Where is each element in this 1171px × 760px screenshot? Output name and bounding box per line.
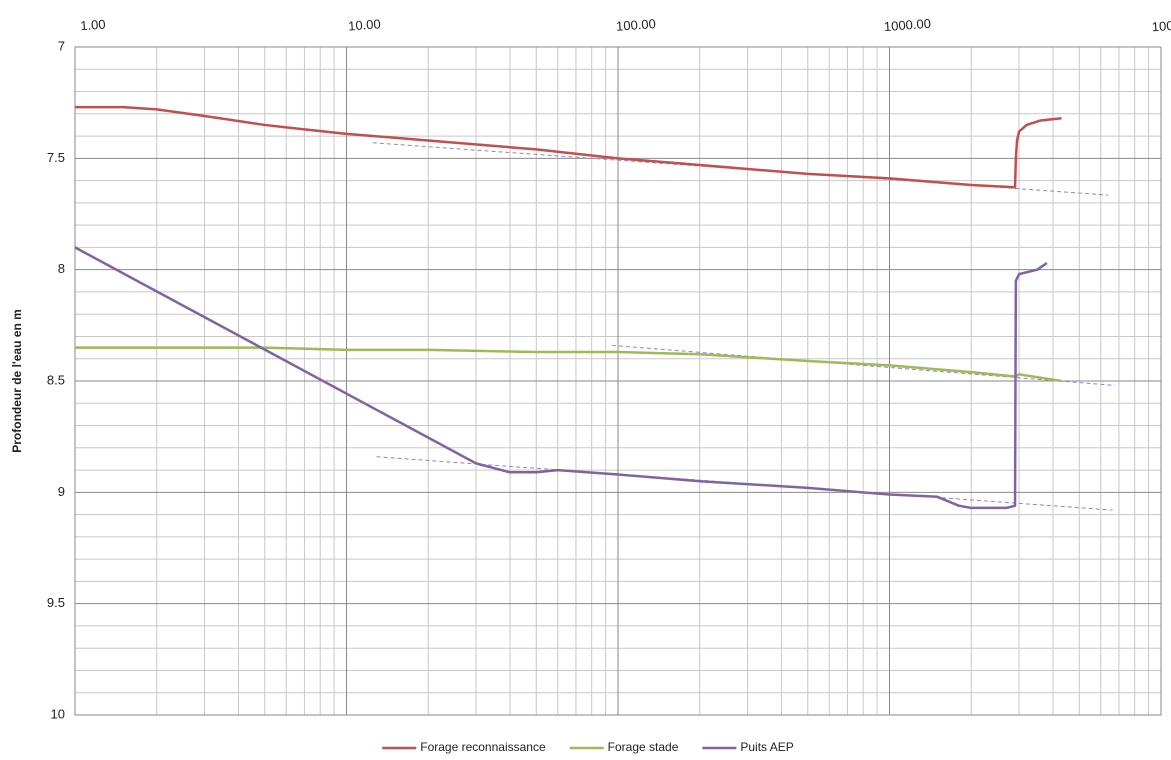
trendline (376, 456, 1113, 511)
legend-label: Forage stade (608, 740, 679, 754)
series-line (75, 346, 1062, 383)
y-tick-label: 7 (58, 38, 65, 53)
x-tick-label: 10.00 (348, 16, 382, 33)
x-tick-label: 1000.00 (883, 16, 931, 34)
legend-label: Puits AEP (740, 740, 793, 754)
series-line (74, 246, 1048, 510)
y-tick-label: 9.5 (47, 595, 65, 610)
legend-label: Forage reconnaissance (420, 740, 546, 754)
trendline (611, 344, 1116, 386)
y-tick-label: 7.5 (47, 150, 65, 165)
series-line (75, 105, 1062, 189)
x-tick-label: 100.00 (616, 16, 657, 34)
plot-border (74, 46, 1162, 716)
x-tick-label: 1.00 (80, 17, 106, 34)
trendline (372, 142, 1109, 196)
y-axis-label: Profondeur de l'eau en m (10, 309, 24, 453)
y-tick-label: 8 (58, 261, 65, 276)
y-tick-label: 10 (51, 706, 65, 721)
y-tick-label: 8.5 (47, 372, 65, 387)
y-tick-label: 9 (58, 484, 65, 499)
x-tick-label: 10000.00 (1151, 16, 1171, 35)
